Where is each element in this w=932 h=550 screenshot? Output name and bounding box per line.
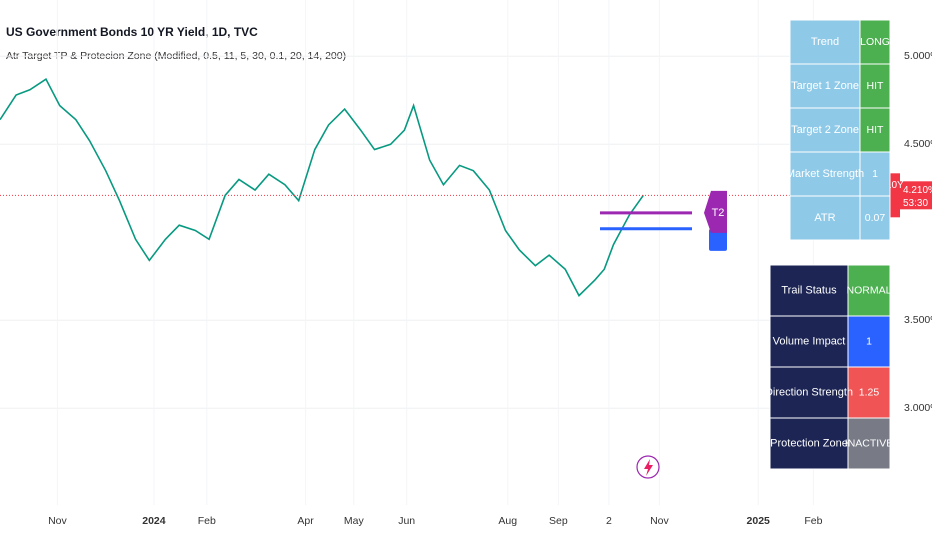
x-tick-label: Nov bbox=[650, 515, 669, 527]
table-value: HIT bbox=[867, 124, 885, 136]
table-label: Target 1 Zone bbox=[791, 80, 859, 92]
table-value-cell bbox=[859, 151, 891, 197]
price-tag-value bbox=[900, 181, 932, 210]
table-value: 1 bbox=[872, 168, 878, 180]
table-label: Market Strength bbox=[786, 168, 864, 180]
y-tick-label: 3.000% bbox=[904, 402, 932, 414]
table-label-cell bbox=[789, 107, 861, 153]
x-tick-label: May bbox=[344, 515, 365, 527]
info-table: Trail Status NORMAL Volume Impact 1 Directio… bbox=[765, 264, 893, 470]
x-tick-label: Nov bbox=[48, 515, 67, 527]
table-label: Trail Status bbox=[781, 284, 837, 296]
table-label-cell bbox=[789, 195, 861, 241]
table-label: Target 2 Zone bbox=[791, 124, 859, 136]
price-label: 4.210% bbox=[903, 185, 932, 196]
x-tick-label: 2025 bbox=[747, 515, 771, 527]
target-marker-base bbox=[709, 228, 727, 251]
x-tick-label: 2 bbox=[606, 515, 612, 527]
x-tick-label: 2024 bbox=[142, 515, 166, 527]
timer-label: 53:30 bbox=[903, 198, 928, 209]
table-value: 0.07 bbox=[865, 212, 886, 224]
table-label-cell bbox=[769, 315, 849, 368]
table-value: 1 bbox=[866, 335, 872, 347]
table-value-cell bbox=[859, 107, 891, 153]
table-label: Protection Zone bbox=[770, 437, 848, 449]
table-label: Volume Impact bbox=[773, 335, 846, 347]
indicator-title: Atr Target TP & Protecion Zone (Modified… bbox=[6, 50, 346, 62]
table-value-cell bbox=[847, 417, 891, 470]
table-value-cell bbox=[859, 195, 891, 241]
table-label-cell bbox=[769, 417, 849, 470]
x-tick-label: Sep bbox=[549, 515, 568, 527]
event-icon-bolt bbox=[644, 459, 653, 476]
table-label: Direction Strength bbox=[765, 386, 853, 398]
x-tick-label: Aug bbox=[498, 515, 517, 527]
y-tick-label: 3.500% bbox=[904, 314, 932, 326]
chart-title: US Government Bonds 10 YR Yield, 1D, TVC bbox=[6, 25, 258, 39]
y-tick-label: 5.000% bbox=[904, 50, 932, 62]
table-value-cell bbox=[847, 315, 891, 368]
table-value: LONG bbox=[860, 36, 890, 48]
table-label-cell bbox=[769, 366, 849, 419]
x-tick-label: Apr bbox=[297, 515, 314, 527]
table-label: ATR bbox=[814, 212, 835, 224]
table-label-cell bbox=[769, 264, 849, 317]
target-label: T2 bbox=[712, 207, 725, 219]
target-marker bbox=[704, 190, 727, 233]
table-value-cell bbox=[859, 19, 891, 65]
info-table: Trend LONG Target 1 Zone HIT Target 2 Zone HI… bbox=[786, 19, 891, 241]
x-tick-label: Feb bbox=[804, 515, 822, 527]
table-value: INACTIVE bbox=[845, 437, 893, 449]
table-label-cell bbox=[789, 19, 861, 65]
table-label-cell bbox=[789, 151, 861, 197]
table-value: NORMAL bbox=[847, 284, 892, 296]
x-tick-label: Jun bbox=[398, 515, 415, 527]
x-tick-label: Feb bbox=[198, 515, 216, 527]
table-value-cell bbox=[847, 264, 891, 317]
table-label: Trend bbox=[811, 36, 839, 48]
table-value: HIT bbox=[867, 80, 885, 92]
price-line bbox=[0, 78, 644, 297]
y-tick-label: 4.500% bbox=[904, 138, 932, 150]
table-value-cell bbox=[847, 366, 891, 419]
table-value: 1.25 bbox=[859, 386, 880, 398]
table-value-cell bbox=[859, 63, 891, 109]
